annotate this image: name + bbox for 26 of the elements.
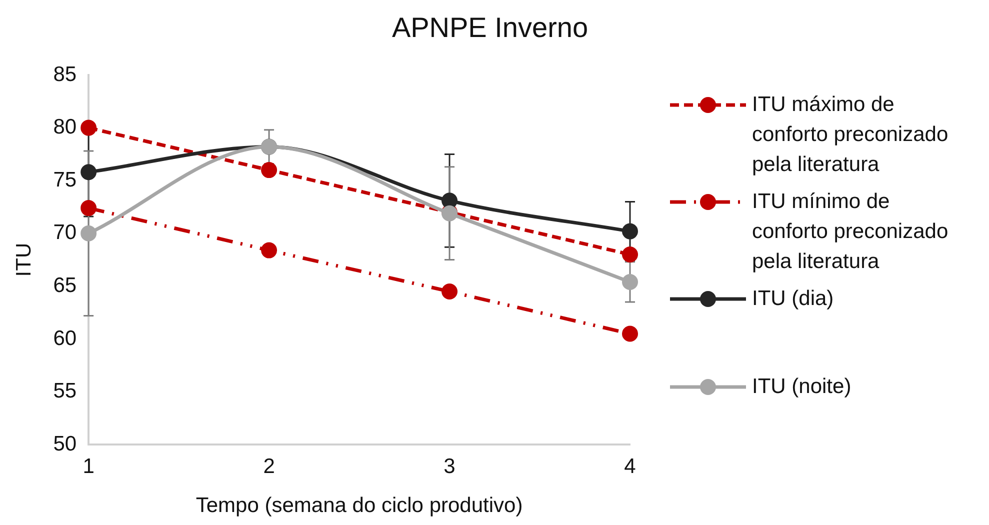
y-axis-title: ITU xyxy=(12,242,36,277)
legend-label: ITU máximo de conforto preconizado pela literatura xyxy=(752,92,950,178)
chart-title: APNPE Inverno xyxy=(390,12,590,44)
legend-label: ITU mínimo de conforto preconizado pela literatura xyxy=(752,189,950,275)
legend-label: ITU (noite) xyxy=(752,374,852,400)
point xyxy=(261,162,278,178)
point xyxy=(442,283,458,300)
point xyxy=(622,246,638,263)
legend-label: ITU (dia) xyxy=(752,286,835,312)
y-tick-label: 70 xyxy=(53,221,77,244)
x-tick-label: 3 xyxy=(444,454,456,478)
point xyxy=(261,242,278,258)
y-tick-label: 60 xyxy=(53,326,77,350)
y-tick-label: 75 xyxy=(53,168,77,192)
y-tick-label: 80 xyxy=(53,116,77,139)
y-tick-label: 65 xyxy=(53,274,77,297)
point xyxy=(622,223,638,240)
x-tick-label: 2 xyxy=(263,454,275,478)
y-tick-label: 55 xyxy=(53,380,77,403)
x-tick-label: 1 xyxy=(82,454,94,478)
y-tick-label: 50 xyxy=(53,432,77,456)
y-tick-label: 85 xyxy=(53,62,77,86)
x-axis-title: Tempo (semana do ciclo produtivo) xyxy=(196,494,523,518)
x-tick-label: 4 xyxy=(624,454,636,478)
point xyxy=(622,326,638,342)
point xyxy=(622,274,638,290)
